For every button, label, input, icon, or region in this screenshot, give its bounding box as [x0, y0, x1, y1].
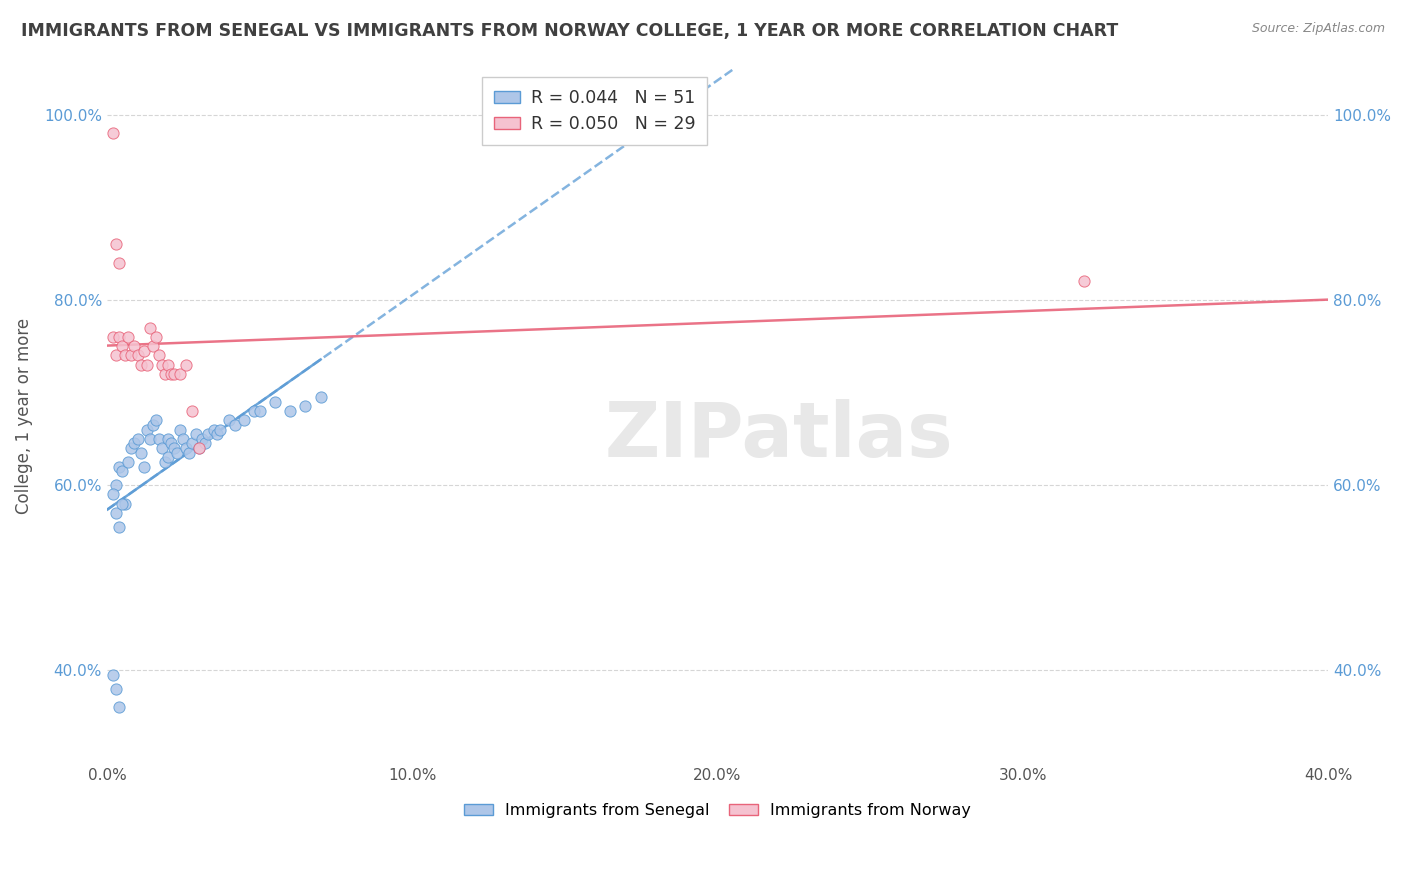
Point — [1073, 275, 1095, 289]
Point — [181, 404, 204, 418]
Point — [142, 417, 165, 432]
Point — [148, 349, 170, 363]
Point — [145, 413, 167, 427]
Point — [163, 367, 186, 381]
Point — [129, 358, 152, 372]
Point — [101, 487, 124, 501]
Point — [111, 339, 134, 353]
Y-axis label: College, 1 year or more: College, 1 year or more — [15, 318, 32, 514]
Point — [120, 349, 142, 363]
Point — [157, 432, 180, 446]
Point — [184, 427, 207, 442]
Point — [249, 404, 271, 418]
Point — [108, 330, 131, 344]
Point — [176, 358, 198, 372]
Point — [179, 445, 201, 459]
Point — [117, 455, 139, 469]
Point — [187, 441, 209, 455]
Point — [108, 520, 131, 534]
Point — [138, 432, 160, 446]
Point — [120, 441, 142, 455]
Text: ZIPatlas: ZIPatlas — [605, 400, 953, 474]
Point — [148, 432, 170, 446]
Point — [187, 441, 209, 455]
Point — [124, 436, 146, 450]
Point — [294, 400, 316, 414]
Point — [101, 126, 124, 140]
Text: Source: ZipAtlas.com: Source: ZipAtlas.com — [1251, 22, 1385, 36]
Point — [197, 427, 219, 442]
Point — [108, 256, 131, 270]
Point — [105, 237, 128, 252]
Point — [127, 349, 149, 363]
Point — [108, 700, 131, 714]
Point — [150, 358, 173, 372]
Point — [117, 330, 139, 344]
Point — [205, 427, 228, 442]
Point — [160, 367, 183, 381]
Point — [218, 413, 240, 427]
Point — [163, 441, 186, 455]
Point — [142, 339, 165, 353]
Point — [194, 436, 217, 450]
Point — [101, 330, 124, 344]
Point — [135, 358, 157, 372]
Point — [105, 349, 128, 363]
Point — [111, 497, 134, 511]
Point — [233, 413, 256, 427]
Point — [124, 339, 146, 353]
Point — [105, 506, 128, 520]
Point — [135, 423, 157, 437]
Text: IMMIGRANTS FROM SENEGAL VS IMMIGRANTS FROM NORWAY COLLEGE, 1 YEAR OR MORE CORREL: IMMIGRANTS FROM SENEGAL VS IMMIGRANTS FR… — [21, 22, 1118, 40]
Point — [169, 423, 191, 437]
Point — [101, 668, 124, 682]
Point — [129, 445, 152, 459]
Point — [264, 394, 287, 409]
Point — [157, 358, 180, 372]
Point — [111, 464, 134, 478]
Point — [224, 417, 246, 432]
Point — [153, 367, 176, 381]
Point — [105, 478, 128, 492]
Point — [190, 432, 212, 446]
Point — [181, 436, 204, 450]
Point — [150, 441, 173, 455]
Point — [132, 343, 155, 358]
Point — [132, 459, 155, 474]
Point — [127, 432, 149, 446]
Point — [208, 423, 231, 437]
Point — [278, 404, 301, 418]
Point — [157, 450, 180, 465]
Point — [145, 330, 167, 344]
Point — [176, 441, 198, 455]
Point — [169, 367, 191, 381]
Point — [153, 455, 176, 469]
Point — [309, 390, 332, 404]
Point — [105, 681, 128, 696]
Point — [160, 436, 183, 450]
Point — [108, 459, 131, 474]
Legend: Immigrants from Senegal, Immigrants from Norway: Immigrants from Senegal, Immigrants from… — [457, 797, 977, 824]
Point — [172, 432, 194, 446]
Point — [242, 404, 264, 418]
Point — [202, 423, 225, 437]
Point — [114, 349, 136, 363]
Point — [114, 497, 136, 511]
Point — [166, 445, 188, 459]
Point — [138, 320, 160, 334]
